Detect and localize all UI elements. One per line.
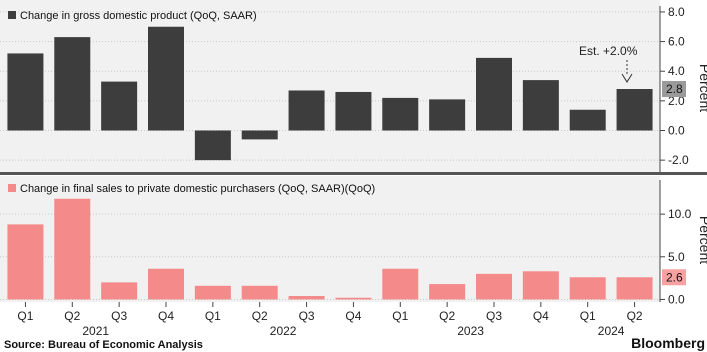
- top-y-tick-label: 8.0: [668, 5, 685, 19]
- bottom-bar: [241, 285, 278, 300]
- top-panel-bg: [0, 0, 660, 172]
- top-y-tick-label: -2.0: [668, 153, 689, 167]
- bottom-gridlines: [0, 213, 660, 300]
- top-bar: [616, 89, 653, 131]
- top-bar: [522, 80, 559, 131]
- bottom-y-tick-label: 0.0: [668, 292, 685, 306]
- bottom-bar: [194, 285, 231, 300]
- top-legend-label: Change in gross domestic product (QoQ, S…: [20, 10, 257, 22]
- bottom-y-tick-label: 10.0: [668, 207, 692, 221]
- bottom-last-value-label: 2.6: [666, 270, 683, 284]
- x-quarter-label: Q2: [64, 309, 80, 323]
- top-y-tick-label: 2.0: [668, 94, 685, 108]
- bottom-bar: [382, 268, 419, 300]
- x-year-labels: 2021 2022 2023 2024: [82, 324, 624, 338]
- top-y-axis-title: Percent: [697, 64, 707, 112]
- top-bar: [476, 57, 512, 131]
- estimate-annotation: Est. +2.0%: [579, 44, 638, 58]
- top-bar: [335, 91, 372, 131]
- bottom-y-axis-title: Percent: [697, 216, 707, 264]
- x-quarter-label: Q1: [580, 309, 596, 323]
- top-y-ticks: 8.0 6.0 4.0 2.0 0.0 -2.0: [660, 5, 689, 167]
- bottom-bar: [616, 277, 653, 300]
- bottom-bar: [7, 224, 44, 300]
- bottom-bar: [522, 271, 559, 300]
- x-quarter-label: Q2: [627, 309, 643, 323]
- x-quarter-label: Q2: [252, 309, 268, 323]
- x-quarter-label: Q2: [439, 309, 455, 323]
- bottom-bar: [148, 268, 184, 300]
- estimate-arrow-head: [621, 73, 633, 83]
- bottom-bar: [101, 282, 138, 300]
- bottom-last-value-badge: [662, 269, 686, 286]
- bottom-bar: [569, 277, 606, 300]
- x-quarter-label: Q1: [392, 309, 408, 323]
- source-note: Source: Bureau of Economic Analysis: [4, 339, 203, 351]
- top-bar: [241, 130, 278, 140]
- top-bar: [7, 53, 44, 131]
- top-legend-swatch: [8, 11, 16, 19]
- bottom-y-tick-label: 5.0: [668, 250, 685, 264]
- top-bar: [54, 37, 91, 131]
- top-bar: [382, 97, 419, 131]
- bottom-y-ticks: 10.0 5.0 0.0: [660, 207, 692, 306]
- bottom-legend-swatch: [8, 184, 16, 192]
- x-year-label: 2023: [457, 324, 484, 338]
- x-quarter-label: Q3: [111, 309, 127, 323]
- top-bar: [148, 26, 184, 131]
- x-quarter-label: Q1: [17, 309, 33, 323]
- top-y-tick-label: 0.0: [668, 124, 685, 138]
- top-bar: [101, 81, 138, 131]
- top-bar: [194, 130, 231, 161]
- x-quarter-label: Q3: [299, 309, 315, 323]
- x-year-label: 2024: [598, 324, 625, 338]
- x-year-label: 2022: [270, 324, 297, 338]
- brand-logo: Bloomberg: [631, 335, 705, 351]
- x-quarter-label: Q4: [533, 309, 549, 323]
- top-bar: [569, 109, 606, 131]
- bottom-bar: [429, 284, 466, 300]
- bottom-bar: [476, 273, 512, 300]
- bottom-bar: [54, 198, 91, 300]
- x-year-label: 2021: [82, 324, 109, 338]
- bottom-legend-label: Change in final sales to private domesti…: [20, 183, 375, 195]
- top-gridlines: [0, 11, 660, 161]
- top-bar: [288, 90, 325, 131]
- panel-separator: [0, 172, 707, 175]
- bottom-bar: [288, 296, 325, 300]
- x-quarter-label: Q4: [345, 309, 361, 323]
- top-bar: [429, 99, 466, 131]
- x-quarter-label: Q3: [486, 309, 502, 323]
- x-quarter-labels: Q1 Q2 Q3 Q4 Q1 Q2 Q3 Q4 Q1 Q2 Q3 Q4 Q1 Q2: [17, 302, 643, 323]
- bottom-bar: [335, 297, 372, 300]
- top-bars: [7, 26, 653, 161]
- top-last-value-badge: [662, 81, 686, 97]
- x-quarter-label: Q1: [205, 309, 221, 323]
- top-y-tick-label: 6.0: [668, 35, 685, 49]
- top-last-value-label: 2.8: [666, 82, 683, 96]
- bottom-bars: [7, 198, 653, 300]
- x-quarter-label: Q4: [158, 309, 174, 323]
- top-y-tick-label: 4.0: [668, 64, 685, 78]
